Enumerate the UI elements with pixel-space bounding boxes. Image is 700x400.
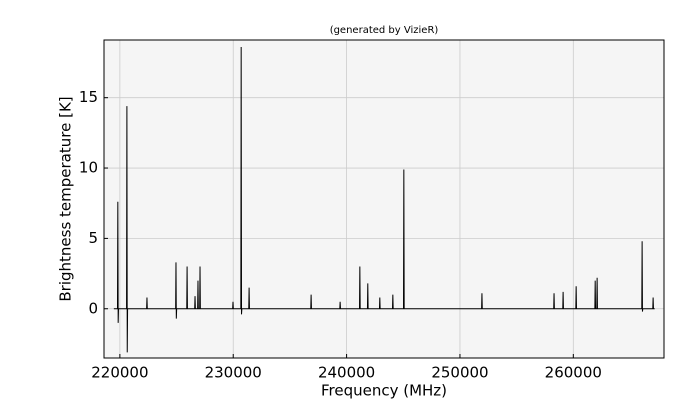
spectrum-line [113, 47, 655, 353]
x-axis-label: Frequency (MHz) [321, 382, 447, 400]
y-tick-label: 0 [88, 299, 98, 317]
x-tick-label: 250000 [431, 364, 488, 382]
y-tick-label: 10 [79, 159, 98, 177]
plot-area [104, 40, 664, 358]
y-axis-label: Brightness temperature [K] [57, 96, 75, 301]
y-tick-label: 15 [79, 88, 98, 106]
x-tick-label: 220000 [91, 364, 148, 382]
chart-title: (generated by VizieR) [330, 25, 439, 36]
y-tick-label: 5 [88, 229, 98, 247]
x-tick-label: 230000 [205, 364, 262, 382]
x-tick-label: 240000 [318, 364, 375, 382]
plot-frame [103, 39, 665, 359]
x-tick-label: 260000 [545, 364, 602, 382]
